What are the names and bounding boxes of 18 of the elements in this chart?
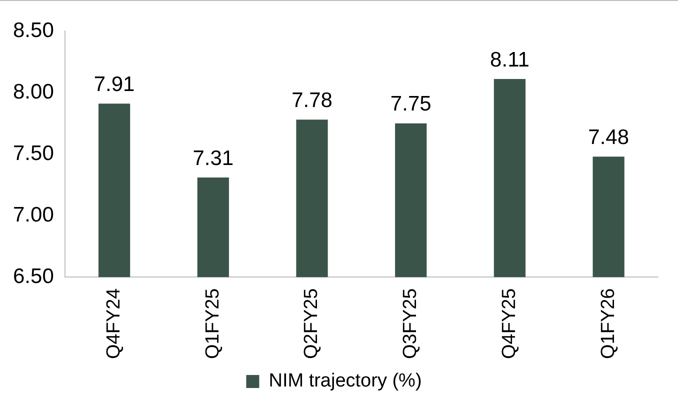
y-tick-label: 6.50 bbox=[12, 265, 54, 288]
x-tick-label: Q4FY24 bbox=[104, 288, 125, 360]
x-tick-label: Q1FY26 bbox=[598, 288, 619, 360]
data-label: 7.75 bbox=[390, 92, 432, 116]
y-tick-label: 7.00 bbox=[12, 203, 54, 226]
data-label: 7.48 bbox=[588, 126, 630, 149]
legend-label: NIM trajectory (%) bbox=[268, 370, 422, 392]
y-tick-label: 8.50 bbox=[12, 18, 54, 42]
x-tick-label: Q4FY25 bbox=[498, 288, 520, 360]
y-tick-label: 8.00 bbox=[12, 80, 54, 104]
y-tick-label: 7.50 bbox=[12, 142, 54, 165]
data-label: 7.91 bbox=[94, 72, 135, 96]
x-tick-label: Q2FY25 bbox=[301, 288, 322, 360]
data-label: 7.78 bbox=[292, 88, 332, 112]
x-tick-label: Q1FY25 bbox=[202, 288, 224, 360]
x-tick-label: Q3FY25 bbox=[400, 288, 422, 360]
data-label: 7.31 bbox=[192, 146, 234, 170]
data-label: 8.11 bbox=[490, 48, 530, 72]
